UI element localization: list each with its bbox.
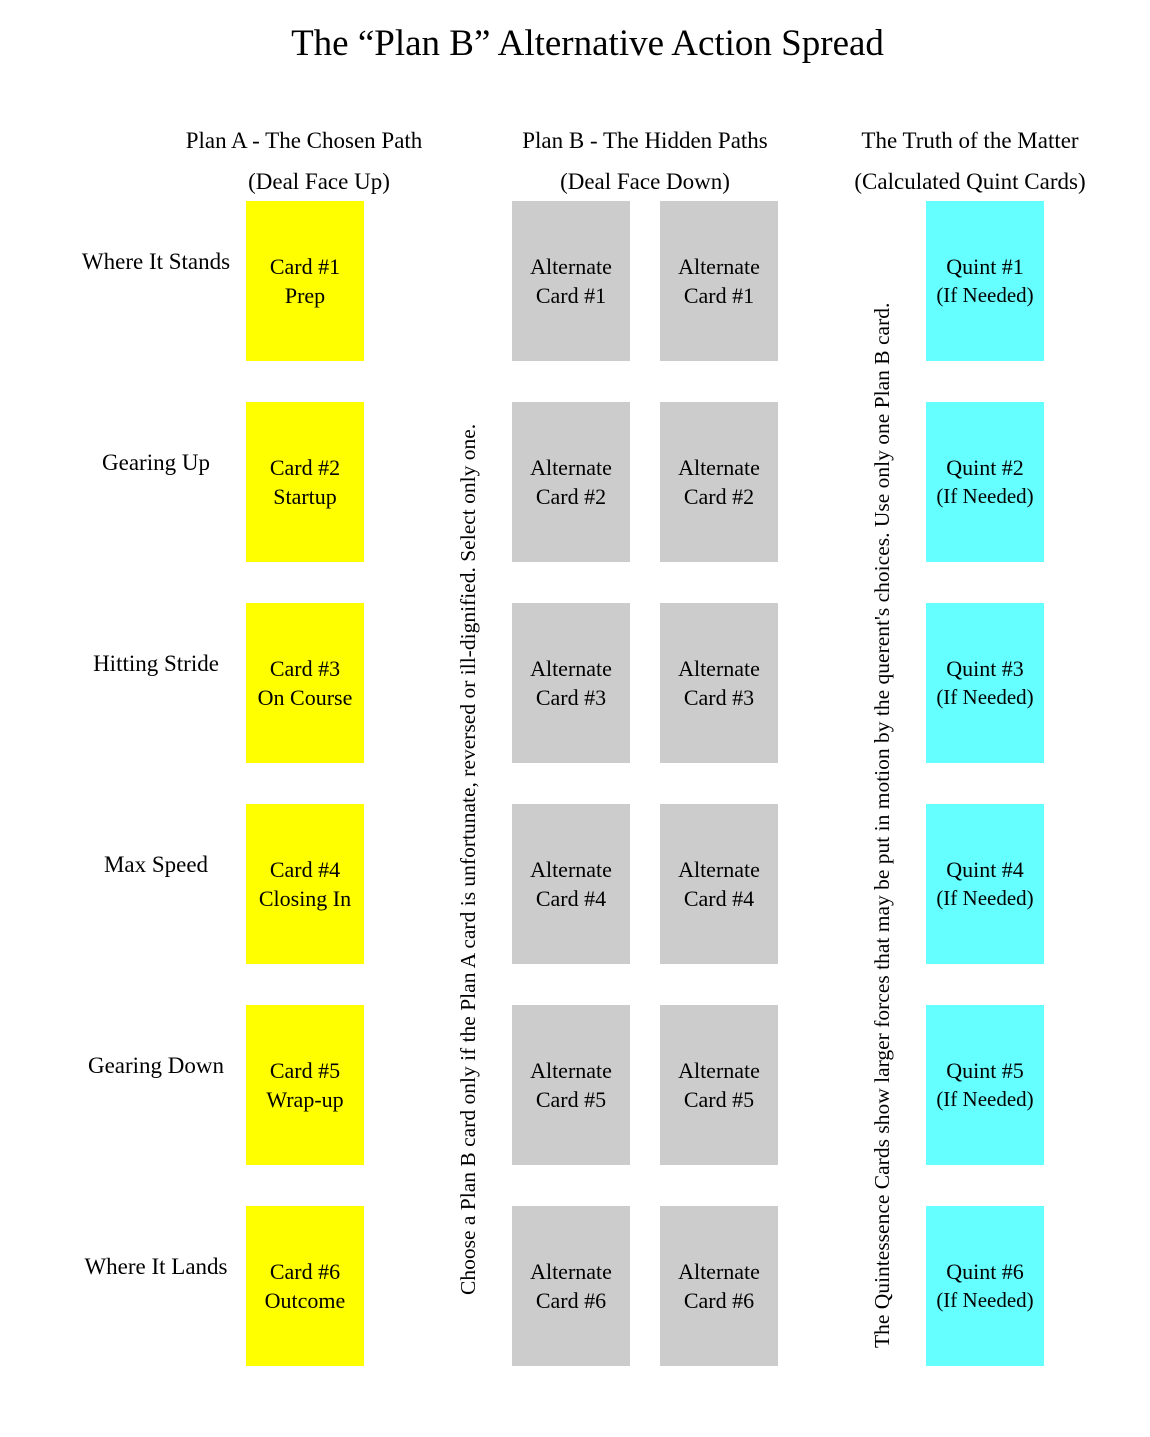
plan-a-card-2-line-2: Startup	[273, 484, 337, 509]
plan-a-card-1: Card #1 Prep	[246, 201, 364, 361]
row-label: Where It Stands	[81, 249, 231, 274]
quint-card-3: Quint #3 (If Needed)	[926, 603, 1044, 763]
plan-b-card-4-left-line-1: Alternate	[530, 857, 612, 882]
plan-a-card-3-line-2: On Course	[257, 685, 353, 710]
plan-a-heading: Plan A - The Chosen Path	[185, 128, 423, 153]
plan-a-card-5-line-2: Wrap-up	[266, 1087, 344, 1112]
quint-card-3-line-2: (If Needed)	[936, 685, 1034, 709]
plan-b-card-5-left-line-2: Card #5	[535, 1087, 607, 1112]
plan-a-card-2: Card #2 Startup	[246, 402, 364, 562]
plan-a-card-2-line-1: Card #2	[269, 455, 341, 480]
plan-a-card-6-line-1: Card #6	[269, 1259, 341, 1284]
plan-b-card-5-right-line-1: Alternate	[678, 1058, 760, 1083]
quint-card-4-line-2: (If Needed)	[936, 886, 1034, 910]
plan-b-card-2-left-line-1: Alternate	[530, 455, 612, 480]
plan-b-card-2-left: Alternate Card #2	[512, 402, 630, 562]
quint-instruction-note: The Quintessence Cards show larger force…	[870, 302, 894, 1348]
quint-card-4: Quint #4 (If Needed)	[926, 804, 1044, 964]
plan-b-card-1-left-line-1: Alternate	[530, 254, 612, 279]
row-label: Max Speed	[103, 852, 209, 877]
plan-b-card-5-right: Alternate Card #5	[660, 1005, 778, 1165]
plan-b-card-6-left: Alternate Card #6	[512, 1206, 630, 1366]
plan-b-card-2-left-line-2: Card #2	[535, 484, 607, 509]
plan-b-card-4-left-line-2: Card #4	[535, 886, 607, 911]
plan-b-card-3-left-line-2: Card #3	[535, 685, 607, 710]
plan-a-card-5-line-1: Card #5	[269, 1058, 341, 1083]
quint-card-1-line-1: Quint #1	[946, 254, 1024, 279]
row-label: Gearing Down	[87, 1053, 225, 1078]
page-title: The “Plan B” Alternative Action Spread	[291, 23, 884, 64]
row-label: Hitting Stride	[93, 651, 219, 676]
plan-b-card-3-left-line-1: Alternate	[530, 656, 612, 681]
quint-card-2-line-2: (If Needed)	[936, 484, 1034, 508]
plan-a-card-6-line-2: Outcome	[264, 1288, 346, 1313]
quint-subheading: (Calculated Quint Cards)	[854, 169, 1086, 194]
plan-b-instruction-note: Choose a Plan B card only if the Plan A …	[456, 423, 480, 1295]
quint-card-5: Quint #5 (If Needed)	[926, 1005, 1044, 1165]
quint-card-6-line-2: (If Needed)	[936, 1288, 1034, 1312]
plan-b-card-5-left: Alternate Card #5	[512, 1005, 630, 1165]
plan-b-subheading: (Deal Face Down)	[560, 169, 730, 194]
plan-a-subheading: (Deal Face Up)	[248, 169, 390, 194]
plan-b-card-6-left-line-2: Card #6	[535, 1288, 607, 1313]
plan-b-card-3-right-line-1: Alternate	[678, 656, 760, 681]
quint-card-2: Quint #2 (If Needed)	[926, 402, 1044, 562]
quint-card-3-line-1: Quint #3	[946, 656, 1024, 681]
plan-a-card-4-line-2: Closing In	[258, 886, 352, 911]
plan-a-card-3-line-1: Card #3	[269, 656, 341, 681]
quint-card-5-line-2: (If Needed)	[936, 1087, 1034, 1111]
quint-card-4-line-1: Quint #4	[946, 857, 1024, 882]
plan-b-card-2-right: Alternate Card #2	[660, 402, 778, 562]
plan-b-card-3-right: Alternate Card #3	[660, 603, 778, 763]
plan-b-card-4-left: Alternate Card #4	[512, 804, 630, 964]
plan-a-card-1-line-2: Prep	[284, 283, 326, 308]
plan-b-card-3-left: Alternate Card #3	[512, 603, 630, 763]
plan-b-card-6-left-line-1: Alternate	[530, 1259, 612, 1284]
plan-b-card-5-right-line-2: Card #5	[683, 1087, 755, 1112]
quint-card-5-line-1: Quint #5	[946, 1058, 1024, 1083]
plan-b-card-1-left: Alternate Card #1	[512, 201, 630, 361]
plan-b-card-1-left-line-2: Card #1	[535, 283, 607, 308]
plan-a-card-6: Card #6 Outcome	[246, 1206, 364, 1366]
plan-b-card-6-right: Alternate Card #6	[660, 1206, 778, 1366]
row-label: Where It Lands	[84, 1254, 228, 1279]
plan-b-card-5-left-line-1: Alternate	[530, 1058, 612, 1083]
plan-b-card-2-right-line-2: Card #2	[683, 484, 755, 509]
quint-card-1: Quint #1 (If Needed)	[926, 201, 1044, 361]
plan-a-card-3: Card #3 On Course	[246, 603, 364, 763]
quint-card-6-line-1: Quint #6	[946, 1259, 1024, 1284]
plan-b-card-4-right-line-1: Alternate	[678, 857, 760, 882]
plan-b-card-4-right-line-2: Card #4	[683, 886, 755, 911]
quint-card-6: Quint #6 (If Needed)	[926, 1206, 1044, 1366]
plan-b-card-2-right-line-1: Alternate	[678, 455, 760, 480]
plan-b-heading: Plan B - The Hidden Paths	[522, 128, 768, 153]
quint-card-1-line-2: (If Needed)	[936, 283, 1034, 307]
plan-a-card-5: Card #5 Wrap-up	[246, 1005, 364, 1165]
plan-a-card-4-line-1: Card #4	[269, 857, 341, 882]
plan-b-card-1-right: Alternate Card #1	[660, 201, 778, 361]
plan-b-card-4-right: Alternate Card #4	[660, 804, 778, 964]
plan-a-card-4: Card #4 Closing In	[246, 804, 364, 964]
quint-heading: The Truth of the Matter	[861, 128, 1079, 153]
plan-b-card-1-right-line-2: Card #1	[683, 283, 755, 308]
row-label: Gearing Up	[102, 450, 210, 475]
plan-b-card-6-right-line-1: Alternate	[678, 1259, 760, 1284]
quint-card-2-line-1: Quint #2	[946, 455, 1024, 480]
plan-b-card-1-right-line-1: Alternate	[678, 254, 760, 279]
plan-a-card-1-line-1: Card #1	[269, 254, 341, 279]
plan-b-card-3-right-line-2: Card #3	[683, 685, 755, 710]
plan-b-card-6-right-line-2: Card #6	[683, 1288, 755, 1313]
